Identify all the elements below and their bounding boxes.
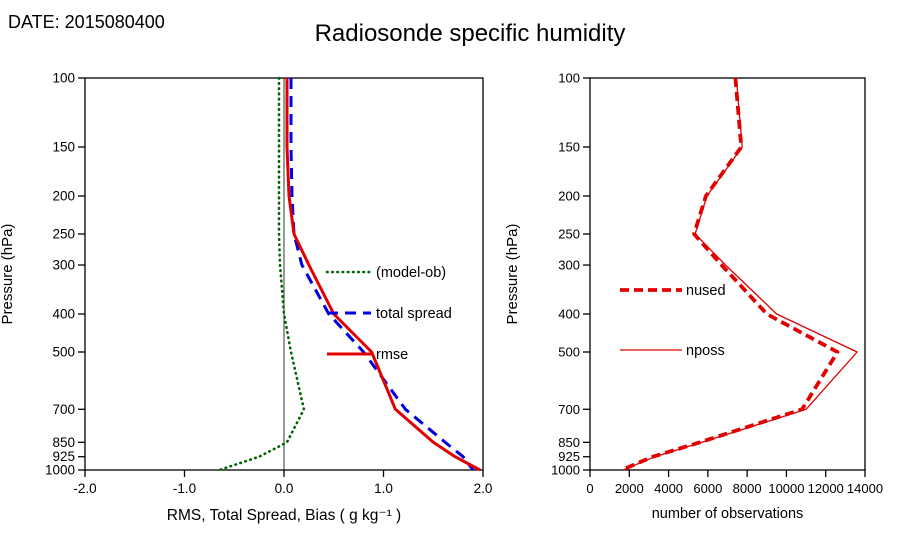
y-tick-label: 200 [558,189,580,204]
x-tick-label: 2.0 [474,481,493,496]
y-tick-label: 850 [52,435,75,450]
x-tick-label: 14000 [847,481,883,496]
x-axis-label: number of observations [652,506,804,522]
legend-label-total-spread: total spread [376,306,452,322]
legend-label-nused: nused [686,283,726,299]
x-tick-label: -1.0 [173,481,196,496]
y-tick-label: 500 [52,344,75,359]
x-tick-label: 4000 [654,481,683,496]
series-line-model-ob [218,76,306,472]
x-tick-label: 12000 [808,481,844,496]
y-tick-label: 300 [558,258,580,273]
y-tick-label: 850 [558,435,580,450]
y-tick-label: 700 [558,402,580,417]
legend-label-rmse: rmse [376,347,408,363]
series-line-nposs [623,77,858,471]
x-tick-label: 6000 [693,481,722,496]
x-tick-label: 1.0 [374,481,393,496]
plot-frame [589,77,866,471]
y-tick-label: 1000 [551,463,580,478]
stats-chart: -2.0 -1.0 0.0 1.0 2.0 100 150 200 250 300 400 500 70… [0,71,493,525]
x-axis-label: RMS, Total Spread, Bias ( g kg⁻¹ ) [167,507,401,524]
y-tick-label: 925 [52,449,75,464]
series-line-nused [620,77,840,472]
y-tick-label: 700 [52,402,75,417]
y-tick-label: 1000 [45,463,75,478]
y-axis-label: Pressure (hPa) [0,224,16,325]
y-tick-label: 150 [558,140,580,155]
x-tick-label: 0 [586,481,593,496]
y-tick-label: 200 [52,189,75,204]
obs-count-chart: 0 2000 4000 6000 8000 10000 12000 14000 100 150 20… [505,71,883,523]
y-tick-label: 150 [52,140,75,155]
x-tick-label: 10000 [768,481,804,496]
y-tick-label: 100 [558,71,580,86]
figure-title: Radiosonde specific humidity [314,20,626,47]
y-axis-label: Pressure (hPa) [505,224,521,325]
x-tick-label: 2000 [615,481,644,496]
x-tick-label: 0.0 [275,481,294,496]
y-tick-label: 400 [52,307,75,322]
y-tick-label: 500 [558,344,580,359]
y-tick-label: 925 [558,449,580,464]
date-label: DATE: 2015080400 [8,12,165,32]
y-tick-label: 300 [52,258,75,273]
legend-label-model-ob: (model-ob) [376,265,446,281]
x-tick-label: -2.0 [73,481,96,496]
y-tick-label: 250 [52,226,75,241]
legend-label-nposs: nposs [686,343,725,359]
y-tick-label: 400 [558,307,580,322]
y-tick-label: 100 [52,71,75,86]
y-tick-label: 250 [558,226,580,241]
x-tick-label: 8000 [733,481,762,496]
